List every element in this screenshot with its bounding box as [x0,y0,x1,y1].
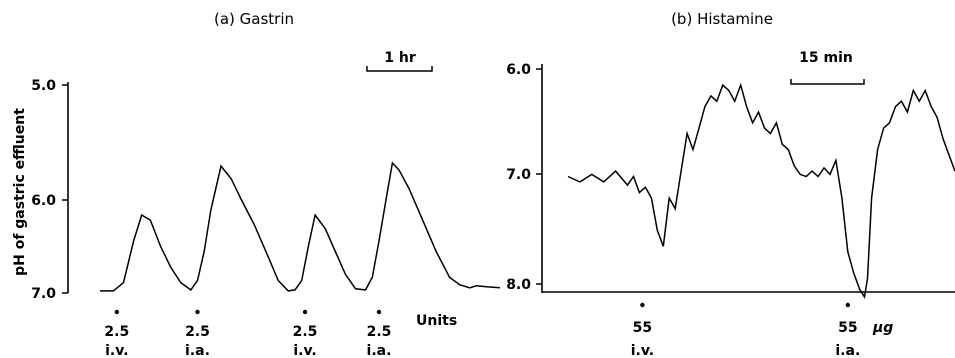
panel-b-series-line [567,82,955,299]
panel-b-ytick-label-0: 6.0 [506,62,531,78]
panel-a-dose-route-1: i.a. [185,343,210,358]
panel-a-dose-route-3: i.a. [367,343,392,358]
panel-a-dose-marker-3 [376,309,382,315]
panel-a-units-label: Units [416,313,457,329]
panel-a-dose-value-1: 2.5 [185,324,210,340]
panel-a: (a) Gastrin pH of gastric effluent 5.0 6… [12,10,501,358]
panel-a-series-line [100,161,501,292]
panel-b-dose-value-0: 55 [633,320,652,336]
panel-b-ytick-label-2: 8.0 [506,277,531,293]
panel-b: (b) Histamine 6.0 7.0 8.0 15 min 55i.v.5… [506,10,955,358]
panel-a-ytick-label-2: 7.0 [31,286,56,302]
panel-a-dose-route-2: i.v. [293,343,316,358]
panel-b-dose-marker-0 [640,302,645,308]
panel-a-scale-bar [366,66,433,72]
panel-b-dose-route-0: i.v. [631,343,654,358]
panel-a-dose-marker-1 [195,309,200,315]
panel-b-scale-label: 15 min [799,50,853,66]
panel-a-scale-label: 1 hr [384,50,416,66]
panel-b-units-label: µg [872,320,893,336]
panel-a-ytick-label-1: 6.0 [31,193,56,209]
panel-a-dose-value-2: 2.5 [293,324,318,340]
panel-b-scale-bar [790,79,865,85]
panel-a-dose-marker-0 [114,309,120,315]
panel-a-dose-marker-2 [302,309,308,315]
panel-a-dose-value-0: 2.5 [104,324,129,340]
panel-a-dose-route-0: i.v. [105,343,128,358]
panel-b-ytick-label-1: 7.0 [506,167,531,183]
panel-b-dose-value-1: 55 [838,320,857,336]
panel-a-title: (a) Gastrin [214,10,294,28]
panel-a-ytick-label-0: 5.0 [31,78,56,94]
panel-b-dose-route-1: i.a. [835,343,860,358]
panel-a-doses: 2.5 i.v. 2.5 i.a. 2.5 i.v. 2.5 i.a. [104,309,392,358]
panel-a-dose-value-3: 2.5 [367,324,392,340]
panel-b-title: (b) Histamine [671,10,773,28]
panel-b-dose-marker-1 [845,302,851,308]
panel-b-doses: 55 i.v. 55 i.a. [631,302,860,358]
y-axis-label: pH of gastric effluent [12,108,28,276]
